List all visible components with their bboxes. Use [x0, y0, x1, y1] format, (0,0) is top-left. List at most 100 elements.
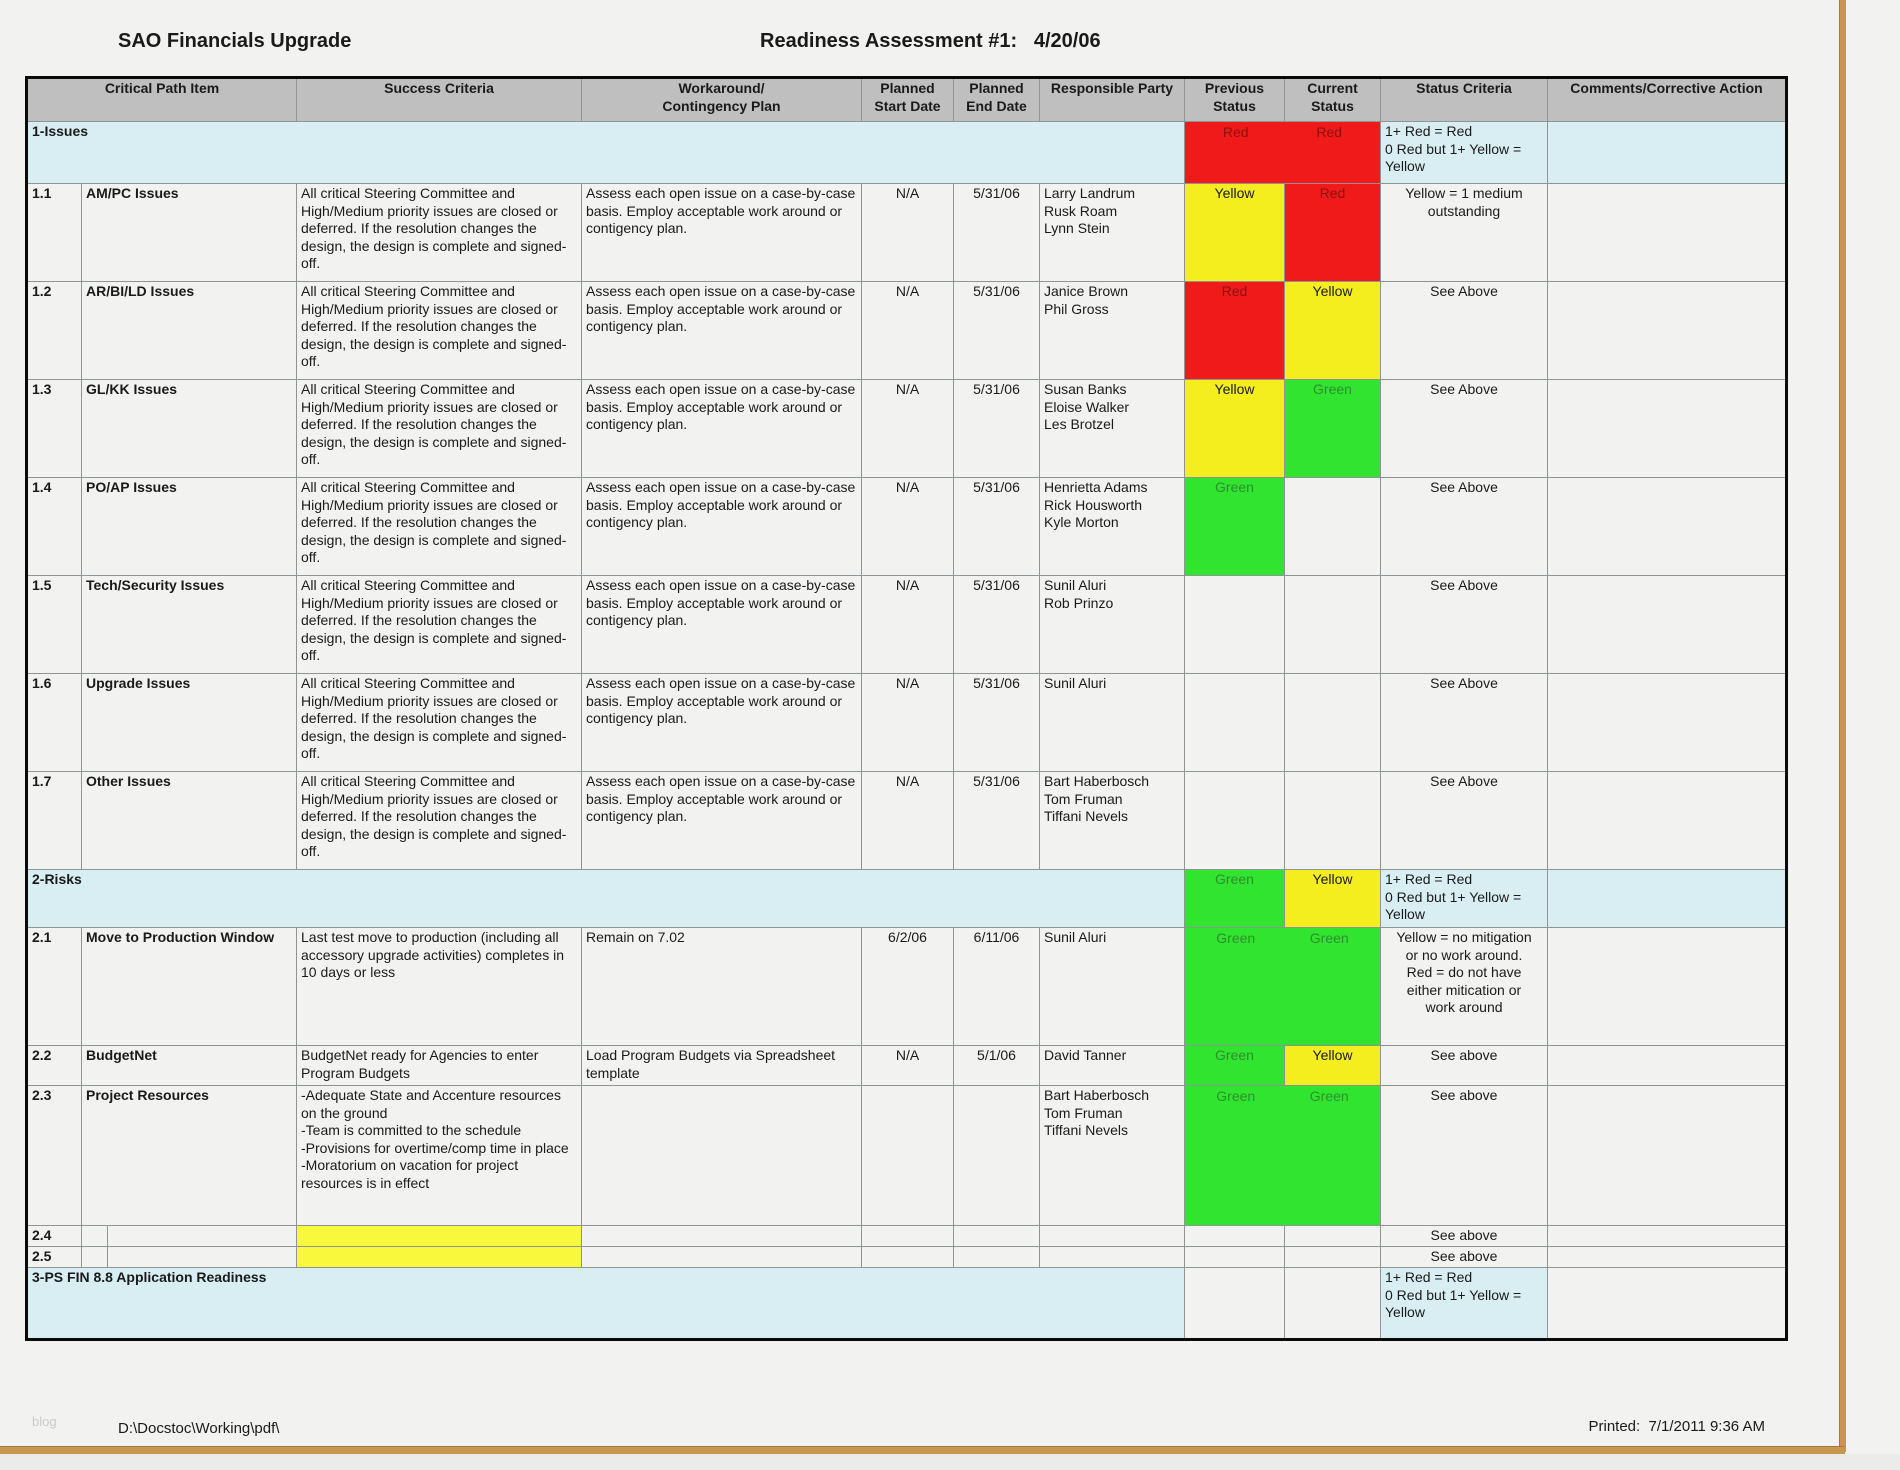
cell-success-1.3: All critical Steering Committee and High…: [296, 379, 582, 478]
cell-comments-2.1: [1547, 927, 1787, 1046]
cell-workaround-1.7: Assess each open issue on a case-by-case…: [581, 771, 862, 870]
cell-start-date-2.3: [861, 1085, 954, 1226]
cell-responsible-party-1.3: Susan Banks Eloise Walker Les Brotzel: [1039, 379, 1185, 478]
cell-workaround-1.4: Assess each open issue on a case-by-case…: [581, 477, 862, 576]
row-2.1: 2.1 Move to Production Window Last test mo…: [26, 927, 1787, 1046]
cell-status-criteria-1.7: See Above: [1380, 771, 1548, 870]
cell-workaround-1.5: Assess each open issue on a case-by-case…: [581, 575, 862, 674]
status-prev-sec2: Green: [1184, 869, 1285, 928]
col-header-success-criteria: Success Criteria: [296, 77, 582, 122]
cell-comments-2.5: [1547, 1246, 1787, 1268]
cell-workaround-2.1: Remain on 7.02: [581, 927, 862, 1046]
cell-item-1.5: Tech/Security Issues: [81, 575, 297, 674]
row-1.5: 1.5 Tech/Security Issues All critical Stee…: [26, 575, 1787, 674]
cell-success-1.6: All critical Steering Committee and High…: [296, 673, 582, 772]
cell-success-1.4: All critical Steering Committee and High…: [296, 477, 582, 576]
cell-workaround-2.2: Load Program Budgets via Spreadsheet tem…: [581, 1045, 862, 1086]
status-prev-1.6: [1184, 673, 1285, 772]
cell-start-date-2.5: [861, 1246, 954, 1268]
file-path-line1: D:\Docstoc\Working\pdf\: [118, 1420, 280, 1437]
printed-timestamp: Printed: 7/1/2011 9:36 AM: [1588, 1418, 1765, 1435]
cell-workaround-1.3: Assess each open issue on a case-by-case…: [581, 379, 862, 478]
cell-comments-1.5: [1547, 575, 1787, 674]
cell-item-1.4: PO/AP Issues: [81, 477, 297, 576]
cell-item-1.3: GL/KK Issues: [81, 379, 297, 478]
row-1.2: 1.2 AR/BI/LD Issues All critical Steering …: [26, 281, 1787, 380]
cell-status-criteria-2.3: See above: [1380, 1085, 1548, 1226]
page-edge-right: [1839, 0, 1846, 1452]
cell-end-date-2.3: [953, 1085, 1040, 1226]
cell-status-criteria-sec1: 1+ Red = Red 0 Red but 1+ Yellow = Yello…: [1380, 121, 1548, 184]
cell-workaround-2.5: [581, 1246, 862, 1268]
cell-responsible-party-1.4: Henrietta Adams Rick Housworth Kyle Mort…: [1039, 477, 1185, 576]
col-header-responsible-party: Responsible Party: [1039, 77, 1185, 122]
cell-item-1.6: Upgrade Issues: [81, 673, 297, 772]
cell-id-1.3: 1.3: [26, 379, 82, 478]
cell-success-2.2: BudgetNet ready for Agencies to enter Pr…: [296, 1045, 582, 1086]
cell-start-date-1.7: N/A: [861, 771, 954, 870]
status-prev-sec3: [1184, 1267, 1285, 1340]
readiness-assessment-table: Critical Path Item Success Criteria Workar…: [25, 76, 1788, 1341]
cell-responsible-party-2.5: [1039, 1246, 1185, 1268]
status-curr-2.2: Yellow: [1284, 1045, 1381, 1086]
cell-id-1.4: 1.4: [26, 477, 82, 576]
status-curr-1.2: Yellow: [1284, 281, 1381, 380]
cell-end-date-2.4: [953, 1225, 1040, 1247]
cell-end-date-1.7: 5/31/06: [953, 771, 1040, 870]
section-label-sec1: 1-Issues: [26, 121, 1185, 184]
cell-start-date-2.1: 6/2/06: [861, 927, 954, 1046]
cell-end-date-1.6: 5/31/06: [953, 673, 1040, 772]
status-text: Red: [1316, 124, 1343, 140]
cell-responsible-party-1.5: Sunil Aluri Rob Prinzo: [1039, 575, 1185, 674]
file-path: D:\Docstoc\Working\pdf\ a5caf1b0-4fle-40…: [118, 1376, 396, 1470]
cell-start-date-2.2: N/A: [861, 1045, 954, 1086]
row-sec1: 1-Issues Red Red 1+ Red = Red 0 Red but 1+ …: [26, 121, 1787, 184]
cell-workaround-1.2: Assess each open issue on a case-by-case…: [581, 281, 862, 380]
row-1.1: 1.1 AM/PC Issues All critical Steering Com…: [26, 183, 1787, 282]
cell-start-date-1.4: N/A: [861, 477, 954, 576]
cell-responsible-party-1.6: Sunil Aluri: [1039, 673, 1185, 772]
cell-status-criteria-1.6: See Above: [1380, 673, 1548, 772]
row-sec3: 3-PS FIN 8.8 Application Readiness 1+ Red…: [26, 1267, 1787, 1340]
status-prev-2.5: [1184, 1246, 1285, 1268]
cell-comments-1.7: [1547, 771, 1787, 870]
status-merged-2.3: Green Green: [1184, 1085, 1381, 1226]
cell-end-date-1.1: 5/31/06: [953, 183, 1040, 282]
status-merged-sec1: Red Red: [1184, 121, 1381, 184]
cell-status-criteria-1.4: See Above: [1380, 477, 1548, 576]
cell-responsible-party-1.2: Janice Brown Phil Gross: [1039, 281, 1185, 380]
cell-item-1.7: Other Issues: [81, 771, 297, 870]
page-edge-shadow: [0, 1454, 1900, 1470]
cell-status-criteria-2.5: See above: [1380, 1246, 1548, 1268]
cell-comments-2.3: [1547, 1085, 1787, 1226]
row-1.7: 1.7 Other Issues All critical Steering Com…: [26, 771, 1787, 870]
cell-item-2.3: Project Resources: [81, 1085, 297, 1226]
status-curr-sec2: Yellow: [1284, 869, 1381, 928]
cell-comments-1.3: [1547, 379, 1787, 478]
cell-id-1.6: 1.6: [26, 673, 82, 772]
cell-status-criteria-1.5: See Above: [1380, 575, 1548, 674]
row-2.4: 2.4 See above: [26, 1225, 1787, 1247]
status-prev-1.5: [1184, 575, 1285, 674]
cell-start-date-1.6: N/A: [861, 673, 954, 772]
cell-item-1.2: AR/BI/LD Issues: [81, 281, 297, 380]
status-curr-1.3: Green: [1284, 379, 1381, 478]
col-header-planned-end-date: Planned End Date: [953, 77, 1040, 122]
cell-id-1.1: 1.1: [26, 183, 82, 282]
cell-comments-2.4: [1547, 1225, 1787, 1247]
status-prev-1.7: [1184, 771, 1285, 870]
row-1.6: 1.6 Upgrade Issues All critical Steering C…: [26, 673, 1787, 772]
cell-workaround-2.3: [581, 1085, 862, 1226]
cell-responsible-party-2.3: Bart Haberbosch Tom Fruman Tiffani Nevel…: [1039, 1085, 1185, 1226]
col-header-critical-path-item: Critical Path Item: [26, 77, 297, 122]
cell-comments-sec1: [1547, 121, 1787, 184]
col-header-comments-corrective-action: Comments/Corrective Action: [1547, 77, 1787, 122]
cell-start-date-1.1: N/A: [861, 183, 954, 282]
cell-end-date-2.1: 6/11/06: [953, 927, 1040, 1046]
cell-success-2.4: [296, 1225, 582, 1247]
cell-status-criteria-2.4: See above: [1380, 1225, 1548, 1247]
cell-start-date-2.4: [861, 1225, 954, 1247]
cell-status-criteria-sec2: 1+ Red = Red 0 Red but 1+ Yellow = Yello…: [1380, 869, 1548, 928]
status-prev-1.2: Red: [1184, 281, 1285, 380]
